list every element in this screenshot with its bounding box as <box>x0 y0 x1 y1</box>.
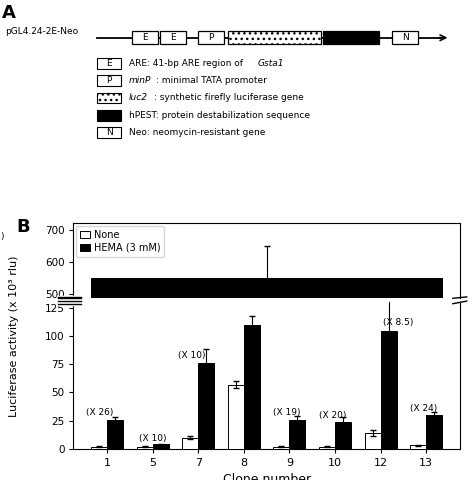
Text: (X 26): (X 26) <box>86 408 114 417</box>
Bar <box>392 31 419 44</box>
Text: E: E <box>106 59 112 68</box>
Text: Neo: neomycin-resistant gene: Neo: neomycin-resistant gene <box>129 128 265 137</box>
Text: Gsta1: Gsta1 <box>258 59 284 68</box>
Bar <box>91 446 107 449</box>
Bar <box>410 445 426 449</box>
Text: N: N <box>402 33 409 42</box>
Text: A: A <box>2 4 16 22</box>
Bar <box>381 331 397 449</box>
Bar <box>365 433 381 449</box>
Bar <box>198 363 214 449</box>
Bar <box>97 75 121 86</box>
Bar <box>244 325 260 449</box>
Bar <box>323 31 379 44</box>
Text: E: E <box>170 33 176 42</box>
Bar <box>91 278 442 298</box>
Text: E: E <box>142 33 147 42</box>
Text: Luciferase activity (x 10³ rlu): Luciferase activity (x 10³ rlu) <box>9 255 19 417</box>
Text: (X 8.5): (X 8.5) <box>383 318 413 327</box>
Bar <box>97 58 121 69</box>
Text: (X 11): (X 11) <box>0 232 4 241</box>
Text: P: P <box>106 76 112 85</box>
Text: P: P <box>208 33 214 42</box>
Bar <box>198 31 224 44</box>
Text: (X 10): (X 10) <box>139 433 166 443</box>
Bar <box>107 420 123 449</box>
Text: (X 19): (X 19) <box>273 408 301 417</box>
Text: N: N <box>106 128 112 137</box>
Bar <box>97 127 121 138</box>
Legend: None, HEMA (3 mM): None, HEMA (3 mM) <box>76 226 164 257</box>
Bar <box>290 420 305 449</box>
Text: (X 24): (X 24) <box>410 404 438 413</box>
Text: : minimal TATA promoter: : minimal TATA promoter <box>156 76 267 85</box>
Text: minP: minP <box>129 76 151 85</box>
Text: (X 10): (X 10) <box>178 351 205 360</box>
Text: : synthetic firefly luciferase gene: : synthetic firefly luciferase gene <box>154 94 303 102</box>
Text: ARE: 41-bp ARE region of: ARE: 41-bp ARE region of <box>129 59 246 68</box>
X-axis label: Clone number: Clone number <box>223 473 310 480</box>
Text: luc2: luc2 <box>129 94 148 102</box>
Text: B: B <box>17 218 30 236</box>
Bar <box>228 384 244 449</box>
Bar <box>160 31 186 44</box>
Text: pGL4.24-2E-Neo: pGL4.24-2E-Neo <box>5 27 78 36</box>
Bar <box>137 446 153 449</box>
Bar <box>97 93 121 103</box>
Bar <box>319 446 335 449</box>
Bar <box>273 446 290 449</box>
Bar <box>97 110 121 120</box>
Bar <box>228 31 321 44</box>
Bar <box>335 422 351 449</box>
Text: hPEST: protein destabilization sequence: hPEST: protein destabilization sequence <box>129 111 310 120</box>
Text: (X 20): (X 20) <box>319 410 346 420</box>
Bar <box>426 415 442 449</box>
Bar <box>153 444 169 449</box>
Bar <box>182 438 198 449</box>
Bar <box>132 31 158 44</box>
